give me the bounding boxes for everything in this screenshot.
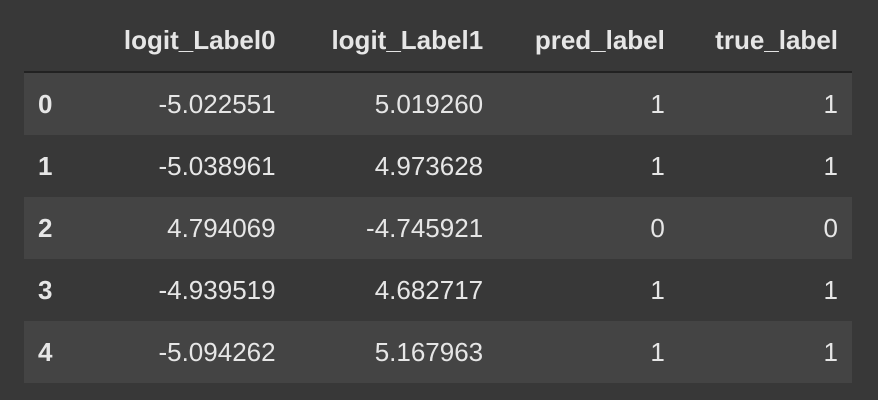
table-row: 4 -5.094262 5.167963 1 1 — [24, 321, 852, 383]
table-cell: -4.939519 — [158, 274, 276, 305]
table-cell: 1 — [823, 274, 838, 305]
table-cell: 5.019260 — [374, 88, 484, 119]
table-cell: 1 — [650, 336, 665, 367]
dataframe-table: logit_Label0 logit_Label1 pred_label true_l… — [24, 10, 852, 383]
table-cell: 0 — [823, 212, 838, 243]
row-index: 4 — [38, 336, 53, 367]
column-header: logit_Label1 — [289, 10, 498, 73]
table-cell: 1 — [823, 336, 838, 367]
row-index: 2 — [38, 212, 53, 243]
column-header: logit_Label0 — [82, 10, 290, 73]
row-index: 1 — [38, 150, 53, 181]
index-header — [24, 10, 82, 73]
table-cell: 0 — [650, 212, 665, 243]
column-header: true_label — [678, 10, 852, 73]
table-row: 2 4.794069 -4.745921 0 0 — [24, 197, 852, 259]
table-cell: -4.745921 — [366, 212, 484, 243]
column-header: pred_label — [497, 10, 679, 73]
table-cell: 1 — [650, 274, 665, 305]
table-cell: 4.682717 — [374, 274, 484, 305]
table-row: 3 -4.939519 4.682717 1 1 — [24, 259, 852, 321]
row-index: 3 — [38, 274, 53, 305]
table-cell: -5.094262 — [158, 336, 276, 367]
table-row: 0 -5.022551 5.019260 1 1 — [24, 72, 852, 135]
table-cell: 4.794069 — [167, 212, 276, 243]
table-cell: 1 — [823, 150, 838, 181]
table-row: 1 -5.038961 4.973628 1 1 — [24, 135, 852, 197]
table-cell: 1 — [650, 150, 665, 181]
table-cell: 5.167963 — [374, 336, 484, 367]
table-cell: 1 — [823, 88, 838, 119]
table-cell: 4.973628 — [374, 150, 484, 181]
table-cell: -5.038961 — [158, 150, 276, 181]
table-cell: 1 — [650, 88, 665, 119]
row-index: 0 — [38, 88, 53, 119]
table-cell: -5.022551 — [158, 88, 276, 119]
header-row: logit_Label0 logit_Label1 pred_label true_l… — [24, 10, 852, 73]
